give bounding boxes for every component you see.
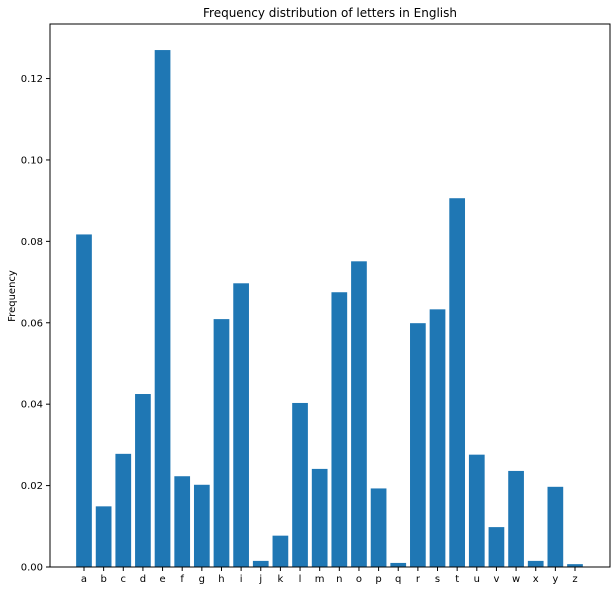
bars-group	[76, 50, 583, 568]
bar-z	[567, 564, 583, 567]
bar-k	[272, 535, 289, 567]
y-tick-label-0.04: 0.04	[21, 400, 43, 411]
bar-f	[174, 476, 191, 567]
x-tick-label-w: w	[512, 574, 520, 585]
bar-m	[311, 468, 328, 567]
bar-y	[547, 486, 564, 567]
x-tick-label-e: e	[159, 574, 165, 585]
x-tick-label-p: p	[375, 574, 381, 585]
x-tick-label-n: n	[336, 574, 342, 585]
x-tick-label-m: m	[315, 574, 325, 585]
y-tick-label-0.06: 0.06	[21, 318, 43, 329]
bar-c	[115, 453, 132, 567]
y-tick-label-0.10: 0.10	[21, 155, 43, 166]
x-tick-label-f: f	[180, 574, 184, 585]
bar-h	[213, 319, 230, 567]
bar-a	[76, 234, 92, 567]
bar-p	[370, 488, 387, 567]
bar-r	[410, 323, 426, 567]
x-tick-label-b: b	[100, 574, 106, 585]
x-tick-label-v: v	[493, 574, 499, 585]
x-tick-label-o: o	[356, 574, 362, 585]
chart-title: Frequency distribution of letters in Eng…	[203, 6, 457, 20]
x-tick-label-j: j	[258, 574, 262, 585]
x-tick-label-x: x	[533, 574, 539, 585]
y-tick-label-0.00: 0.00	[21, 563, 43, 574]
y-tick-label-0.12: 0.12	[21, 74, 43, 85]
y-ticks-group: 0.00 0.02 0.04 0.06 0.08 0.10 0.12	[21, 74, 50, 574]
x-tick-label-l: l	[299, 574, 302, 585]
plot-frame	[49, 23, 611, 568]
bar-u	[468, 454, 485, 567]
x-tick-label-h: h	[218, 574, 224, 585]
bar-q	[390, 562, 407, 567]
x-tick-label-t: t	[455, 574, 459, 585]
y-tick-label-0.08: 0.08	[21, 237, 43, 248]
x-tick-label-q: q	[395, 574, 401, 585]
x-tick-label-k: k	[278, 574, 284, 585]
bar-d	[135, 394, 151, 567]
bar-t	[449, 198, 466, 567]
x-tick-label-c: c	[121, 574, 127, 585]
bar-e	[154, 50, 171, 568]
x-tick-label-r: r	[416, 574, 421, 585]
bar-o	[351, 261, 367, 567]
x-tick-label-z: z	[572, 574, 577, 585]
bar-s	[429, 309, 446, 567]
bar-j	[252, 560, 269, 567]
x-tick-label-i: i	[240, 574, 243, 585]
x-tick-label-y: y	[552, 574, 558, 585]
x-tick-label-s: s	[435, 574, 440, 585]
x-tick-label-d: d	[140, 574, 146, 585]
bar-n	[331, 292, 348, 567]
x-tick-label-u: u	[474, 574, 480, 585]
y-axis-label: Frequency	[7, 270, 18, 322]
x-tick-label-a: a	[81, 574, 87, 585]
bar-x	[527, 560, 544, 567]
bar-v	[488, 527, 505, 567]
bar-w	[508, 470, 524, 567]
bar-l	[292, 402, 308, 567]
x-tick-label-g: g	[199, 574, 205, 585]
bar-i	[233, 283, 249, 567]
y-tick-label-0.02: 0.02	[21, 481, 43, 492]
bar-b	[95, 506, 112, 567]
bar-g	[193, 484, 210, 567]
